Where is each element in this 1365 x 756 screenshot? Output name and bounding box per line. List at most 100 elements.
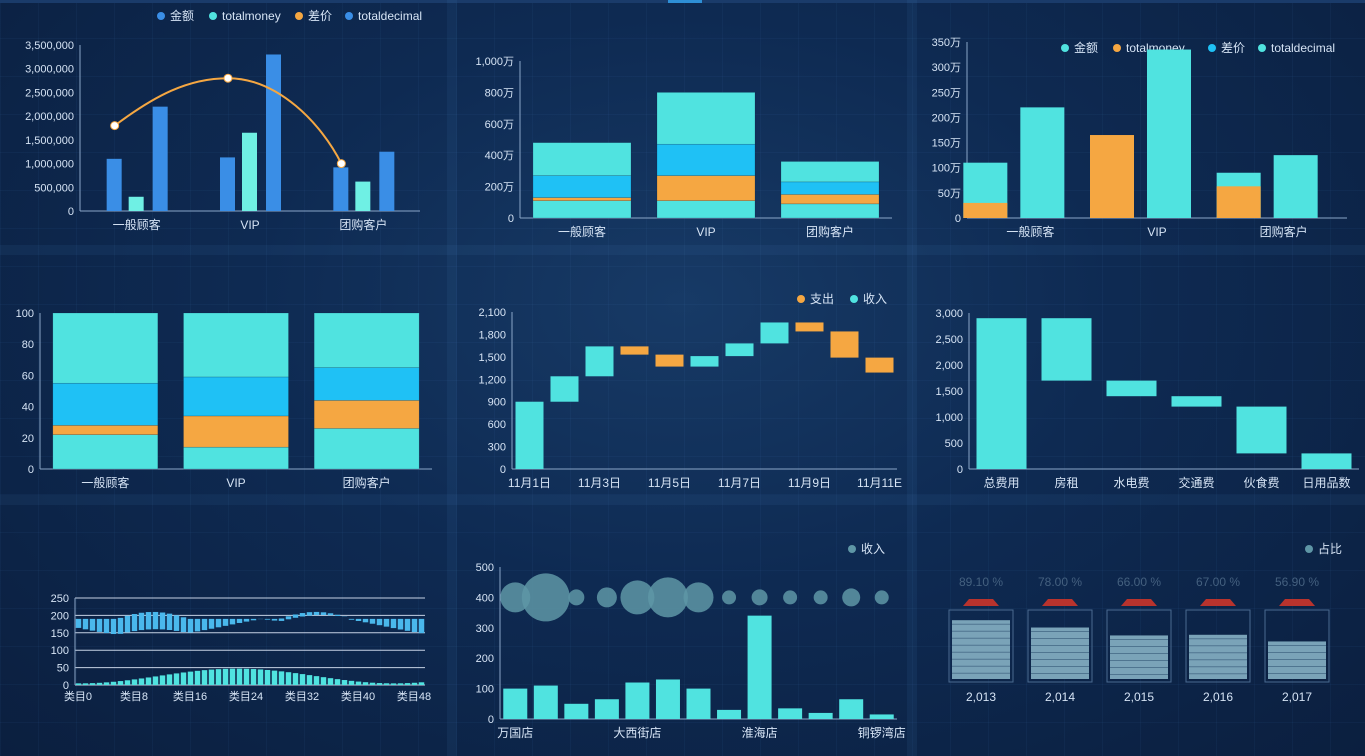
- legend-marker: [157, 12, 165, 20]
- bar: [145, 677, 152, 685]
- bubble-point: [500, 582, 531, 613]
- bubble-point: [874, 590, 889, 605]
- bar: [75, 618, 82, 628]
- bar: [285, 616, 292, 620]
- bar: [103, 618, 110, 634]
- y-tick-label: 80: [22, 339, 34, 351]
- bar: [96, 682, 103, 685]
- chart-customer-amounts: 0 500,000 1,000,000 1,500,000 2,000,000 2,500…: [25, 8, 422, 232]
- y-tick-label: 300: [488, 442, 506, 454]
- bar: [117, 681, 124, 685]
- bar: [760, 322, 789, 344]
- bar-segment: [313, 312, 420, 368]
- bar: [152, 611, 159, 630]
- ratio-cap: [1042, 599, 1078, 606]
- bar: [327, 613, 334, 616]
- ratio-fill: [1268, 641, 1326, 679]
- bar-segment: [532, 142, 632, 176]
- bubble-point: [783, 590, 798, 605]
- bar-segment: [780, 181, 880, 195]
- bubble-point: [568, 589, 585, 606]
- x-tick-label: 11月7日: [718, 476, 761, 490]
- bar: [564, 703, 589, 719]
- x-tick-label: 淮海店: [742, 725, 778, 740]
- bar: [103, 682, 110, 685]
- y-tick-label: 50万: [938, 188, 961, 200]
- ratio-fill: [1031, 627, 1089, 679]
- y-tick-label: 800万: [485, 87, 514, 99]
- x-tick-label: 类目32: [285, 689, 319, 703]
- bar: [1236, 406, 1287, 454]
- bar: [594, 699, 619, 719]
- chart-panel-income-expense-waterfall: 0 300 600 900 1,200 1,500 1,800 2,100 支出 收入 11月1日 1…: [457, 255, 907, 495]
- bar: [411, 682, 418, 685]
- legend-marker: [850, 295, 858, 303]
- legend-label: 收入: [863, 292, 887, 306]
- bar: [839, 699, 864, 719]
- y-tick-label: 500: [945, 438, 963, 450]
- x-tick-label: 类目0: [64, 689, 92, 703]
- x-tick-label: 团购客户: [343, 475, 391, 490]
- ratio-cap: [1200, 599, 1236, 606]
- bar: [1106, 380, 1157, 397]
- bar: [865, 357, 894, 373]
- chart-cost-waterfall: 0 500 1,000 1,500 2,000 2,500 3,000 总费用 房租 水电费 交通费…: [935, 308, 1359, 490]
- bar: [299, 674, 306, 685]
- x-tick-label: 万国店: [497, 726, 533, 740]
- bar: [1273, 155, 1318, 218]
- bar: [82, 618, 89, 630]
- bar: [173, 673, 180, 685]
- bubble-point: [521, 573, 570, 622]
- bar: [110, 681, 117, 685]
- ratio-cap: [963, 599, 999, 606]
- bar: [159, 612, 166, 630]
- bar: [313, 676, 320, 685]
- bubble-point: [596, 587, 617, 608]
- bar-segment: [52, 312, 159, 384]
- bar: [215, 618, 222, 628]
- line-point: [336, 159, 346, 169]
- y-tick-label: 2,500,000: [25, 87, 74, 99]
- bar-segment: [532, 200, 632, 219]
- bar: [778, 708, 803, 719]
- x-tick-label: 类目40: [341, 689, 375, 703]
- bar: [655, 679, 680, 719]
- bar: [620, 346, 649, 355]
- column-divider-1: [447, 0, 457, 756]
- y-tick-label: 40: [22, 402, 34, 414]
- x-tick-label: 2,017: [1282, 690, 1312, 704]
- bar-segment: [780, 161, 880, 183]
- y-tick-label: 0: [957, 464, 963, 476]
- bar: [725, 343, 754, 357]
- bar: [379, 151, 395, 211]
- bar: [1147, 49, 1191, 218]
- bar: [550, 376, 579, 402]
- bar-segment: [313, 400, 420, 429]
- y-tick-label: 250: [51, 593, 69, 605]
- y-tick-label: 20: [22, 433, 34, 445]
- bubble-point: [620, 580, 655, 615]
- value-label: 66.00 %: [1117, 575, 1161, 589]
- bar: [180, 672, 187, 685]
- legend-marker: [295, 12, 303, 20]
- x-tick-label: 大西街店: [613, 726, 661, 740]
- y-tick-label: 50: [57, 663, 69, 675]
- y-tick-label: 100: [51, 645, 69, 657]
- bar: [717, 709, 742, 719]
- bar-segment: [656, 143, 756, 176]
- bar: [187, 671, 194, 685]
- y-tick-label: 0: [68, 206, 74, 218]
- bar: [362, 682, 369, 685]
- bar: [747, 615, 772, 719]
- legend-label: 差价: [1221, 41, 1245, 55]
- ratio-fill: [952, 620, 1010, 679]
- bar-segment: [532, 197, 632, 201]
- y-tick-label: 0: [955, 213, 961, 225]
- bar: [411, 618, 418, 633]
- bar: [292, 673, 299, 685]
- chart-percent-stack: 0 20 40 60 80 100 一般顾客 VIP 团购客户: [16, 308, 432, 490]
- x-tick-label: 团购客户: [339, 217, 387, 232]
- bar: [82, 683, 89, 685]
- x-tick-label: 类目16: [173, 689, 207, 703]
